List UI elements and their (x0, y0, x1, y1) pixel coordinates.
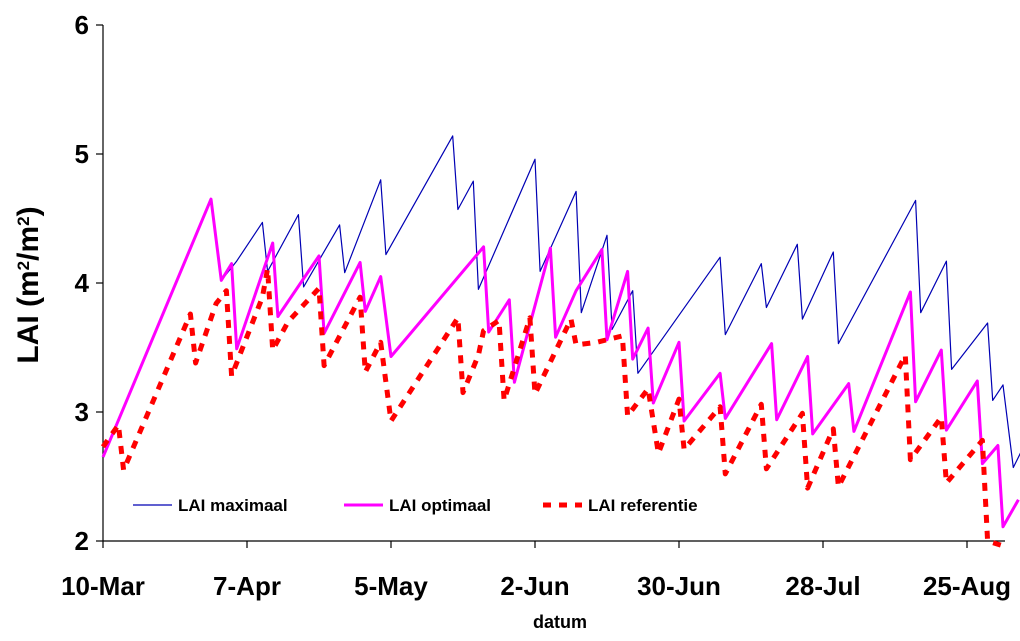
legend-label-lai-optimaal: LAI optimaal (389, 496, 491, 515)
series-line-lai-maximaal (103, 136, 1020, 468)
x-tick-label: 30-Jun (637, 571, 721, 601)
y-axis-label: LAI (m2/m2) (12, 206, 45, 363)
legend-label-lai-referentie: LAI referentie (588, 496, 698, 515)
y-tick-label: 4 (75, 268, 90, 298)
y-tick-label: 2 (75, 526, 89, 556)
series-lai-maximaal (103, 136, 1020, 468)
x-tick-label: 2-Jun (500, 571, 569, 601)
y-tick-label: 6 (75, 10, 89, 40)
x-tick-label: 25-Aug (923, 571, 1011, 601)
series-layer (103, 136, 1020, 548)
x-tick-label: 10-Mar (61, 571, 145, 601)
x-axis-label: datum (533, 612, 587, 632)
series-line-lai-optimaal (103, 199, 1018, 527)
x-tick-label: 7-Apr (213, 571, 281, 601)
y-ticks: 2 3 4 5 6 (75, 10, 103, 556)
legend: LAI maximaal LAI optimaal LAI referentie (133, 496, 698, 515)
x-ticks: 10-Mar 7-Apr 5-May 2-Jun 30-Jun 28-Jul 25-Aug (61, 541, 1011, 601)
y-tick-label: 5 (75, 139, 89, 169)
series-lai-optimaal (103, 199, 1018, 527)
legend-label-lai-maximaal: LAI maximaal (178, 496, 288, 515)
x-tick-label: 5-May (354, 571, 428, 601)
x-tick-label: 28-Jul (785, 571, 860, 601)
axis-layer (103, 25, 1005, 541)
y-tick-label: 3 (75, 397, 89, 427)
